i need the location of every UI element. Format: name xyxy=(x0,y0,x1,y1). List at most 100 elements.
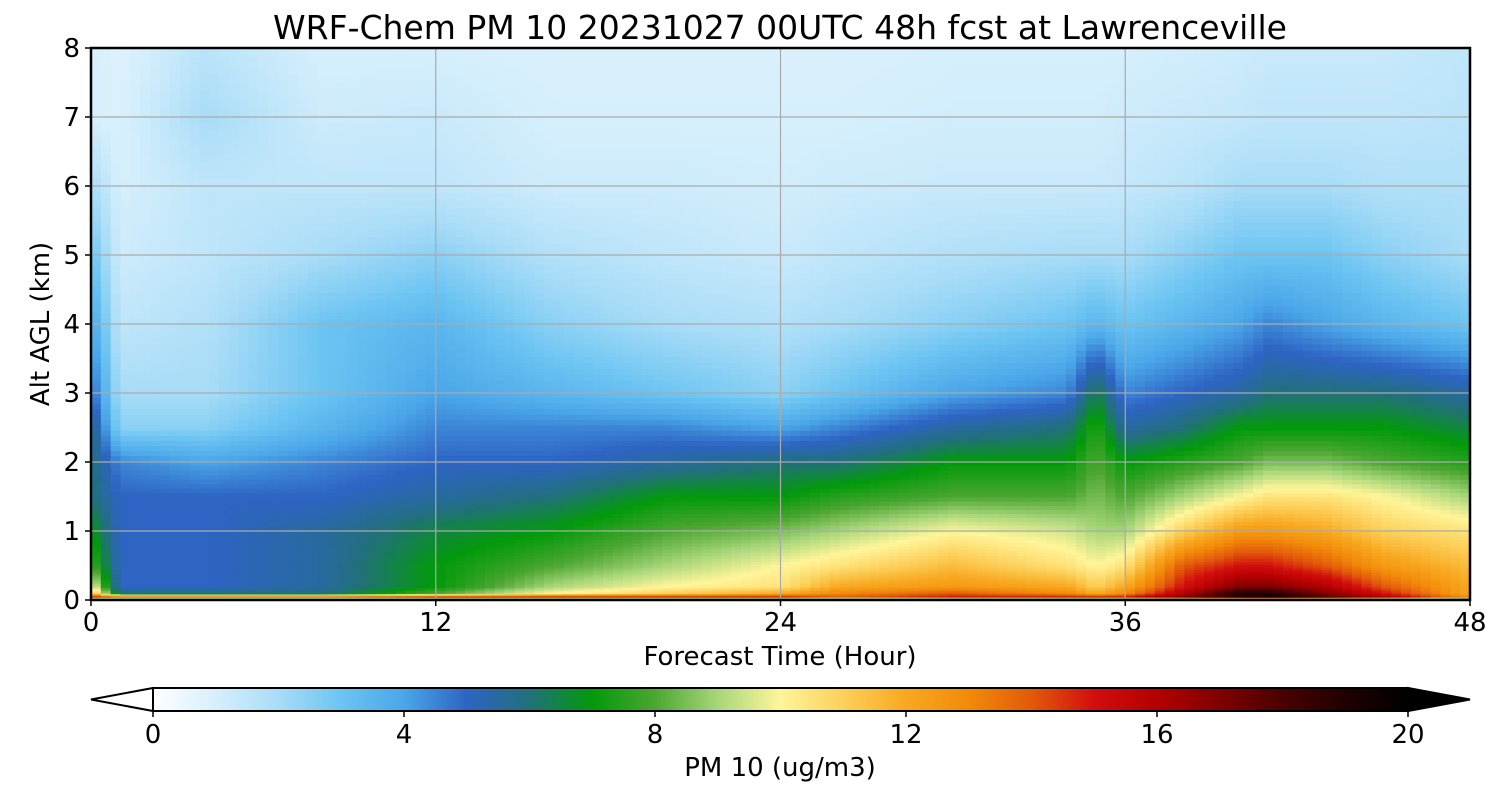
field-cell xyxy=(100,419,112,426)
field-cell xyxy=(524,177,535,186)
field-cell xyxy=(445,569,457,573)
field-cell xyxy=(219,374,230,381)
field-cell xyxy=(238,539,250,544)
field-cell xyxy=(248,162,260,171)
field-cell xyxy=(297,130,309,140)
field-cell xyxy=(347,229,358,238)
field-cell xyxy=(228,154,240,163)
field-cell xyxy=(514,424,525,431)
field-cell xyxy=(159,593,171,596)
field-cell xyxy=(278,374,289,381)
field-cell xyxy=(494,535,506,540)
field-cell xyxy=(514,592,525,595)
field-cell xyxy=(130,592,141,595)
field-cell xyxy=(494,368,506,375)
field-cell xyxy=(406,552,417,557)
field-cell xyxy=(199,130,210,140)
field-cell xyxy=(396,525,407,530)
field-cell xyxy=(189,200,200,209)
field-cell xyxy=(327,558,338,563)
field-cell xyxy=(514,492,525,498)
field-cell xyxy=(435,192,447,201)
field-cell xyxy=(150,292,161,300)
field-cell xyxy=(406,593,417,596)
field-cell xyxy=(514,465,525,471)
field-cell xyxy=(219,285,230,293)
field-cell xyxy=(445,561,457,565)
field-cell xyxy=(366,450,378,457)
field-cell xyxy=(179,597,191,599)
field-cell xyxy=(189,596,200,598)
field-cell xyxy=(169,445,181,452)
field-cell xyxy=(278,130,289,140)
field-cell xyxy=(396,362,407,369)
field-cell xyxy=(189,585,200,588)
field-cell xyxy=(317,593,328,596)
field-cell xyxy=(219,546,230,550)
field-cell xyxy=(307,597,319,599)
field-cell xyxy=(288,200,299,209)
field-cell xyxy=(238,435,250,442)
field-cell xyxy=(504,593,516,596)
field-cell xyxy=(445,583,457,586)
field-cell xyxy=(219,479,230,485)
field-cell xyxy=(268,419,279,426)
field-cell xyxy=(435,435,447,442)
field-cell xyxy=(376,89,388,99)
field-cell xyxy=(169,525,181,530)
field-cell xyxy=(475,177,486,186)
field-cell xyxy=(406,572,417,576)
field-cell xyxy=(406,243,417,252)
field-cell xyxy=(238,312,250,320)
field-cell xyxy=(435,292,447,300)
field-cell xyxy=(297,424,309,431)
field-cell xyxy=(455,576,466,580)
field-cell xyxy=(258,48,269,58)
field-cell xyxy=(307,539,319,544)
field-cell xyxy=(307,593,319,596)
field-cell xyxy=(199,592,210,595)
field-cell xyxy=(297,598,309,600)
field-cell xyxy=(159,424,171,431)
field-cell xyxy=(485,305,496,313)
field-cell xyxy=(169,430,181,436)
field-cell xyxy=(396,517,407,522)
field-cell xyxy=(494,285,506,293)
field-cell xyxy=(189,408,200,415)
field-cell xyxy=(475,460,486,466)
field-cell xyxy=(337,574,348,578)
field-cell xyxy=(238,258,250,266)
field-cell xyxy=(475,236,486,245)
field-cell xyxy=(159,89,171,99)
field-cell xyxy=(199,546,210,550)
field-cell xyxy=(445,403,457,410)
field-cell xyxy=(455,513,466,518)
field-cell xyxy=(169,337,181,345)
field-cell xyxy=(347,561,358,565)
field-cell xyxy=(288,229,299,238)
field-cell xyxy=(91,435,102,442)
field-cell xyxy=(435,552,447,557)
field-cell xyxy=(514,479,525,485)
field-cell xyxy=(140,89,151,99)
field-cell xyxy=(199,344,210,351)
field-cell xyxy=(327,368,338,375)
field-cell xyxy=(91,552,102,557)
field-cell xyxy=(278,596,289,598)
field-cell xyxy=(258,264,269,273)
field-cell xyxy=(248,278,260,287)
field-cell xyxy=(179,162,191,171)
field-cell xyxy=(504,496,516,502)
field-cell xyxy=(396,305,407,313)
field-cell xyxy=(268,325,279,333)
field-cell xyxy=(485,278,496,287)
field-cell xyxy=(356,564,368,568)
field-cell xyxy=(258,574,269,578)
field-cell xyxy=(337,130,348,140)
field-cell xyxy=(455,271,466,280)
field-cell xyxy=(366,207,378,216)
field-cell xyxy=(406,555,417,560)
field-cell xyxy=(327,496,338,502)
field-cell xyxy=(288,435,299,442)
field-cell xyxy=(386,474,397,480)
